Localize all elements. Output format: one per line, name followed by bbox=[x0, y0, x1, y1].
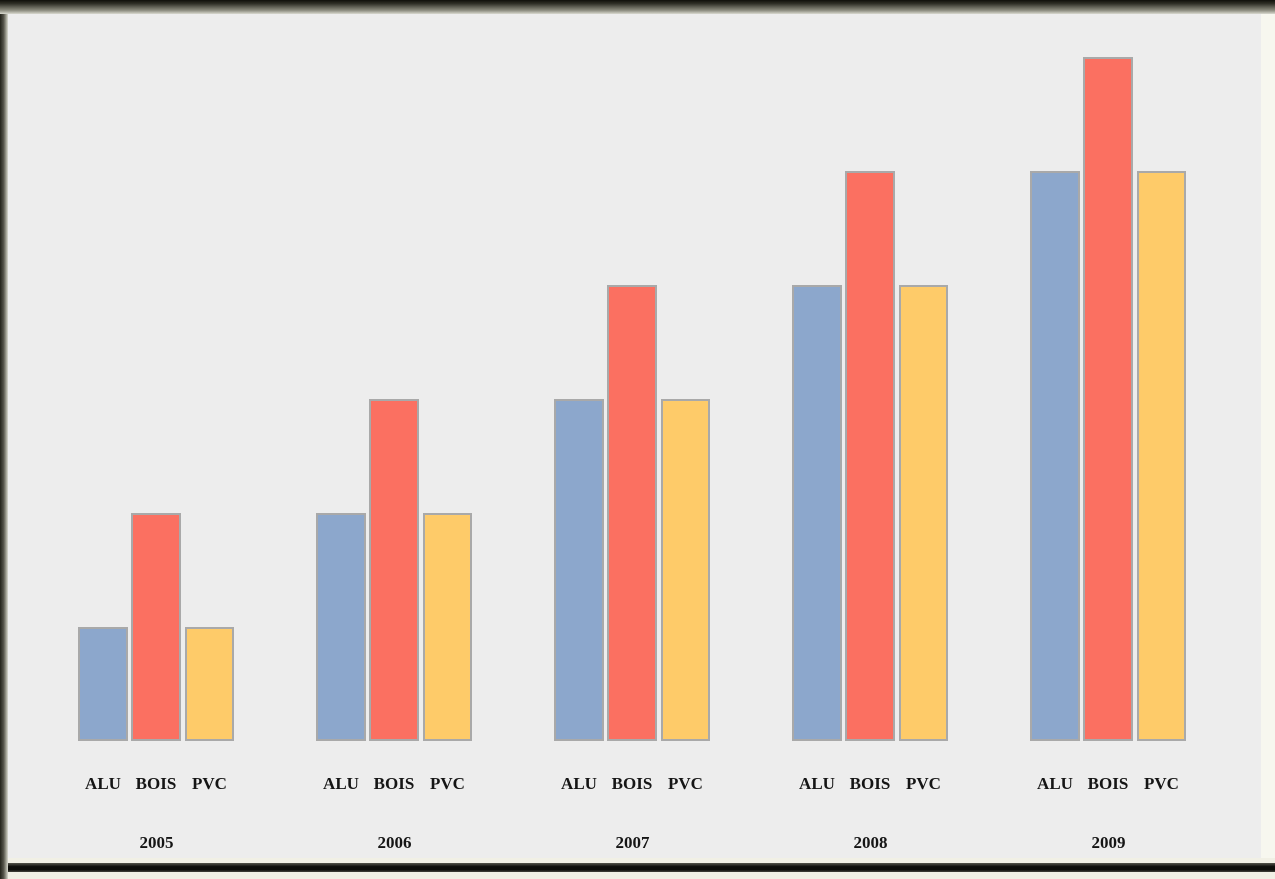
bar-bois-2006 bbox=[369, 399, 419, 741]
frame-bottom-rule bbox=[0, 863, 1275, 872]
category-label-2007: 2007 bbox=[615, 833, 650, 852]
series-label-pvc-2007: PVC bbox=[668, 774, 703, 793]
series-label-pvc-2009: PVC bbox=[1144, 774, 1179, 793]
bar-pvc-2006 bbox=[423, 513, 472, 741]
frame-left-border bbox=[0, 0, 8, 879]
bar-bois-2005 bbox=[131, 513, 181, 741]
series-label-alu-2006: ALU bbox=[323, 774, 359, 793]
frame-right-strip bbox=[1261, 14, 1275, 879]
series-label-pvc-2005: PVC bbox=[192, 774, 227, 793]
bar-pvc-2007 bbox=[661, 399, 710, 741]
bar-alu-2008 bbox=[792, 285, 842, 741]
series-label-bois-2007: BOIS bbox=[611, 774, 653, 793]
series-label-alu-2008: ALU bbox=[799, 774, 835, 793]
bar-alu-2007 bbox=[554, 399, 604, 741]
series-label-bois-2005: BOIS bbox=[135, 774, 177, 793]
series-label-bois-2009: BOIS bbox=[1087, 774, 1129, 793]
bar-group-2005: ALU BOIS PVC 2005 bbox=[78, 0, 235, 879]
bar-pvc-2009 bbox=[1137, 171, 1186, 741]
bar-group-2008: ALU BOIS PVC 2008 bbox=[792, 0, 949, 879]
bar-alu-2009 bbox=[1030, 171, 1080, 741]
bar-alu-2005 bbox=[78, 627, 128, 741]
series-label-alu-2005: ALU bbox=[85, 774, 121, 793]
bar-pvc-2005 bbox=[185, 627, 234, 741]
bar-alu-2006 bbox=[316, 513, 366, 741]
series-label-alu-2009: ALU bbox=[1037, 774, 1073, 793]
frame-top-border bbox=[0, 0, 1275, 14]
category-label-2006: 2006 bbox=[377, 833, 412, 852]
bar-pvc-2008 bbox=[899, 285, 948, 741]
category-label-2008: 2008 bbox=[853, 833, 888, 852]
bar-bois-2008 bbox=[845, 171, 895, 741]
series-label-alu-2007: ALU bbox=[561, 774, 597, 793]
bar-group-2009: ALU BOIS PVC 2009 bbox=[1030, 0, 1187, 879]
series-label-bois-2008: BOIS bbox=[849, 774, 891, 793]
bar-bois-2009 bbox=[1083, 57, 1133, 741]
series-label-pvc-2006: PVC bbox=[430, 774, 465, 793]
category-label-2005: 2005 bbox=[139, 833, 174, 852]
series-label-pvc-2008: PVC bbox=[906, 774, 941, 793]
bar-group-2006: ALU BOIS PVC 2006 bbox=[316, 0, 473, 879]
bar-bois-2007 bbox=[607, 285, 657, 741]
series-label-bois-2006: BOIS bbox=[373, 774, 415, 793]
bar-group-2007: ALU BOIS PVC 2007 bbox=[554, 0, 711, 879]
category-label-2009: 2009 bbox=[1091, 833, 1126, 852]
